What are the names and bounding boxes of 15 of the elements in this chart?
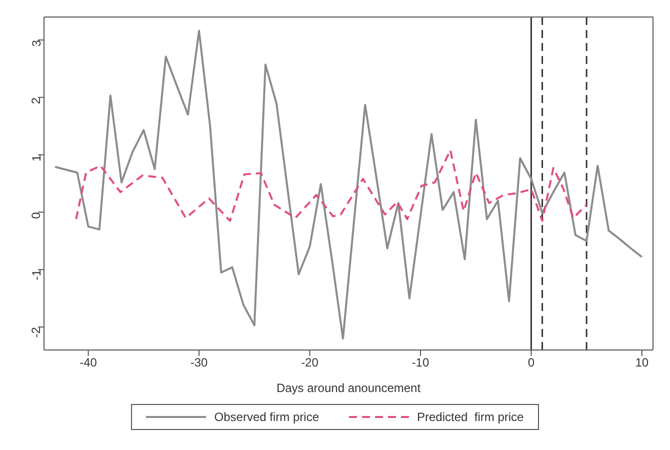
x-tick-label: 10 bbox=[635, 356, 649, 370]
y-tick-label: 2 bbox=[29, 97, 44, 104]
x-tick-label: -10 bbox=[412, 356, 430, 370]
y-tick-label: 1 bbox=[29, 154, 44, 162]
x-tick-label: 0 bbox=[528, 356, 535, 370]
y-tick-label: -2 bbox=[29, 326, 44, 338]
x-tick-label: -30 bbox=[190, 356, 208, 370]
y-tick-label: 3 bbox=[29, 40, 44, 47]
y-tick-label: 0 bbox=[29, 212, 44, 219]
legend-label: Predicted firm price bbox=[417, 410, 524, 424]
y-tick-label: -1 bbox=[29, 269, 44, 280]
legend-label: Observed firm price bbox=[214, 410, 319, 424]
x-axis-title: Days around anouncement bbox=[276, 381, 422, 395]
x-tick-label: -20 bbox=[301, 356, 319, 370]
x-tick-label: -40 bbox=[80, 356, 98, 370]
